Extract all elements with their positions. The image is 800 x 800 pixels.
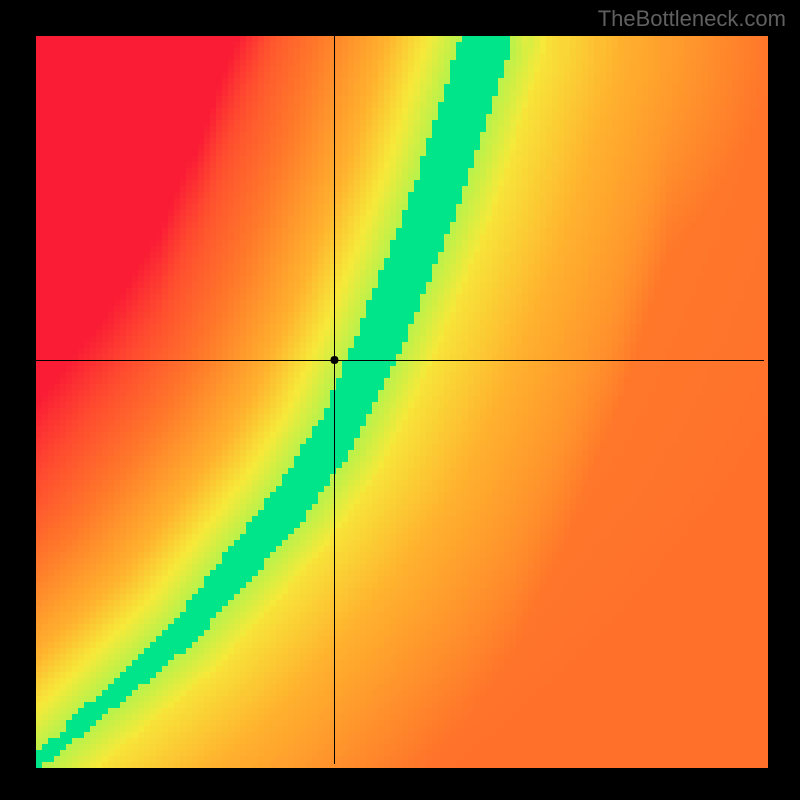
- heatmap-plot: [0, 0, 800, 800]
- watermark-text: TheBottleneck.com: [598, 6, 786, 32]
